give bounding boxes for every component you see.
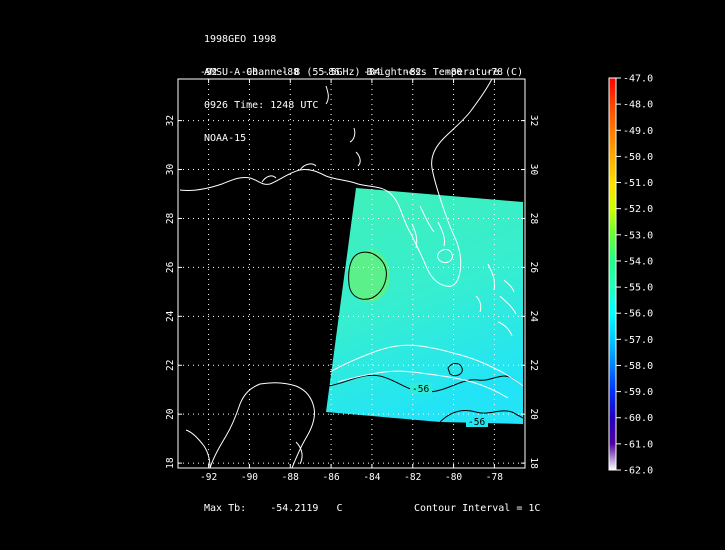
lon-label-top: -82 <box>404 67 421 78</box>
colorbar-label: -59.0 <box>623 387 653 398</box>
lon-label-bottom: -78 <box>486 472 503 483</box>
map-header: 1998GEO 1998 AMSU-A Channel 8 (55.5GHz) … <box>204 12 523 155</box>
colorbar-label: -47.0 <box>623 74 653 85</box>
colorbar-label: -56.0 <box>623 309 653 320</box>
colorbar-label: -61.0 <box>623 439 653 450</box>
colorbar-label: -60.0 <box>623 413 653 424</box>
gulf-coastline <box>179 79 493 287</box>
contour-labels: -56 -56 <box>410 383 488 428</box>
contour-label-2: -56 <box>468 417 485 428</box>
max-tb-unit: C <box>336 503 343 514</box>
lon-label-bottom: -90 <box>241 472 258 483</box>
lon-label-top: -84 <box>363 67 380 78</box>
lat-label-left: 26 <box>165 261 176 273</box>
contour-interval: Contour Interval = 1C <box>414 503 541 514</box>
lat-label-left: 24 <box>165 310 176 322</box>
colorbar-label: -49.0 <box>623 126 653 137</box>
yucatan-inner <box>185 429 303 468</box>
lon-label-bottom: -86 <box>323 472 340 483</box>
atlantic-coast-fragment <box>325 85 361 167</box>
contour-label-bg-1 <box>410 383 432 394</box>
florida-inner-lines <box>411 205 445 249</box>
max-tb-label: Max Tb: <box>204 503 247 514</box>
contour-label-bg-2 <box>466 416 488 427</box>
header-line-2: AMSU-A Channel 8 (55.5GHz) Brightness Te… <box>204 67 524 78</box>
colorbar-label: -51.0 <box>623 178 653 189</box>
colorbar <box>608 77 617 471</box>
contour-line-closed <box>348 251 387 300</box>
lon-label-top: -80 <box>445 67 462 78</box>
colorbar-label: -50.0 <box>623 152 653 163</box>
max-tb-readout: Max Tb: -54.2119 C <box>204 503 343 514</box>
lat-label-left: 18 <box>165 457 176 469</box>
lon-label-bottom: -92 <box>200 472 217 483</box>
colorbar-labels: -47.0 -48.0 -49.0 -50.0 -51.0 -52.0 -53.0 -54.0… <box>616 74 653 477</box>
bahamas-islands <box>475 263 517 337</box>
lon-label-top: -90 <box>241 67 258 78</box>
lat-label-left: 32 <box>165 115 176 126</box>
lon-label-bottom: -80 <box>445 472 462 483</box>
lat-label-right: 28 <box>528 213 539 225</box>
colorbar-label: -48.0 <box>623 100 653 111</box>
contour-line-east <box>439 409 524 423</box>
lat-label-right: 20 <box>528 408 539 420</box>
colorbar-label: -54.0 <box>623 256 653 267</box>
lat-label-right: 30 <box>528 164 539 176</box>
colorbar-label: -52.0 <box>623 204 653 215</box>
la-delta-coast <box>261 163 317 183</box>
lat-label-right: 22 <box>528 360 539 371</box>
colorbar-label: -57.0 <box>623 335 653 346</box>
lat-label-right: 32 <box>528 115 539 126</box>
coastline-layer <box>179 79 524 468</box>
warm-patch <box>348 250 390 302</box>
cuba-coastline <box>329 344 524 399</box>
lat-label-right: 26 <box>528 262 539 274</box>
colorbar-label: -58.0 <box>623 361 653 372</box>
map-frame <box>177 78 526 469</box>
lat-label-left: 30 <box>165 164 176 176</box>
lat-label-left: 28 <box>165 212 176 224</box>
yucatan-coastline <box>209 382 315 468</box>
header-line-3: 0926 Time: 1248 UTC <box>204 100 319 111</box>
contour-line-small <box>447 363 463 377</box>
lat-label-left: 20 <box>165 408 176 420</box>
lon-label-top: -78 <box>486 67 503 78</box>
lat-label-left: 22 <box>165 360 176 371</box>
lon-label-top: -88 <box>282 67 299 78</box>
lon-label-bottom: -82 <box>404 472 421 483</box>
contour-label-1: -56 <box>412 384 429 395</box>
lat-label-right: 24 <box>528 311 539 323</box>
axis-ticks: -92 -92 -90 -90 -88 -88 -86 -86 -84 -84 -82 -82 -80 -… <box>165 67 539 483</box>
lon-label-top: -92 <box>200 67 217 78</box>
colorbar-label: -55.0 <box>623 283 653 294</box>
colorbar-label: -53.0 <box>623 230 653 241</box>
max-tb-value: -54.2119 <box>270 503 319 514</box>
header-line-1: 1998GEO 1998 <box>204 34 277 45</box>
lake-okeechobee <box>437 249 453 263</box>
colorbar-label: -62.0 <box>623 466 653 477</box>
lon-label-top: -86 <box>323 67 340 78</box>
lon-label-bottom: -88 <box>282 472 299 483</box>
lat-label-right: 18 <box>528 457 539 469</box>
header-line-4: NOAA-15 <box>204 133 247 144</box>
lon-label-bottom: -84 <box>363 472 380 483</box>
